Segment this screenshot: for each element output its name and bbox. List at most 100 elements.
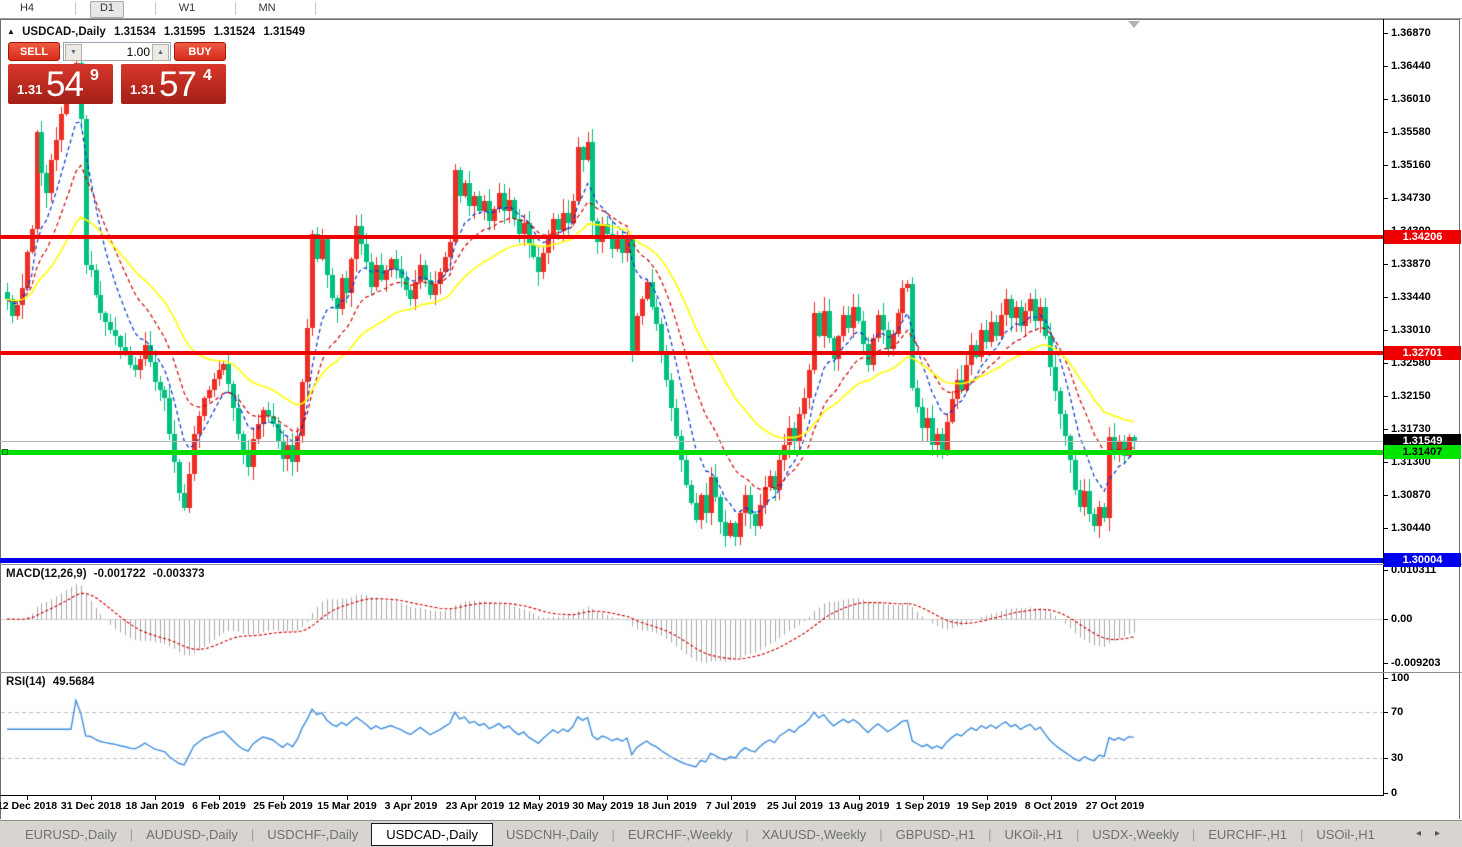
sell-button[interactable]: SELL	[8, 42, 60, 61]
symbol-ohlc-header: ▲ USDCAD-,Daily 1.31534 1.31595 1.31524 …	[7, 26, 310, 38]
tab-separator: |	[1299, 826, 1304, 842]
chart-tab-usdcnh-daily[interactable]: USDCNH-,Daily	[505, 826, 599, 842]
trendline-drag-handle[interactable]	[2, 449, 8, 455]
buy-price-pip: 4	[203, 67, 212, 84]
chart-tab-xauusd-weekly[interactable]: XAUUSD-,Weekly	[761, 826, 867, 842]
tab-scroll-left-icon[interactable]: ◂	[1415, 828, 1435, 839]
horizontal-level-line[interactable]	[0, 450, 1383, 455]
date-axis-tick	[347, 796, 348, 800]
price-level-badge: 1.31407	[1384, 445, 1461, 459]
sell-price-main: 54	[46, 65, 84, 104]
volume-input[interactable]: 1.00	[126, 45, 150, 59]
date-axis-label: 6 Feb 2019	[192, 800, 246, 812]
price-level-badge: 1.30004	[1384, 553, 1461, 567]
rsi-label: RSI(14) 49.5684	[6, 676, 98, 688]
chart-tab-eurusd-daily[interactable]: EURUSD-,Daily	[25, 826, 117, 842]
timeframe-button-w1[interactable]: W1	[178, 2, 196, 14]
date-axis-label: 27 Oct 2019	[1085, 800, 1145, 812]
rsi-name: RSI(14)	[6, 676, 46, 688]
ohlc-open: 1.31534	[114, 26, 156, 38]
macd-scale-label: 0.010311	[1391, 564, 1437, 576]
macd-indicator-canvas[interactable]	[1, 566, 1383, 671]
chart-tab-usdchf-daily[interactable]: USDCHF-,Daily	[267, 826, 359, 842]
chart-tabs: EURUSD-,Daily | AUDUSD-,Daily | USDCHF-,Dail…	[12, 821, 1388, 847]
chart-tab-audusd-daily[interactable]: AUDUSD-,Daily	[146, 826, 238, 842]
price-chart-canvas[interactable]	[1, 20, 1383, 563]
price-level-badge: 1.31549	[1384, 434, 1461, 448]
date-axis-label: 15 Mar 2019	[317, 800, 377, 812]
date-axis-tick	[603, 796, 604, 800]
rsi-scale-label: 0	[1391, 787, 1398, 799]
price-axis-tick	[1384, 462, 1388, 463]
price-axis-label: 1.33010	[1391, 324, 1431, 336]
date-axis-label: 25 Feb 2019	[253, 800, 313, 812]
horizontal-level-line[interactable]	[0, 351, 1383, 355]
timeframe-button-h4[interactable]: H4	[19, 2, 35, 14]
toolbar-separator	[235, 2, 236, 15]
date-axis-tick	[411, 796, 412, 800]
buy-price-display[interactable]: 1.31 57 4	[121, 64, 226, 104]
macd-label: MACD(12,26,9) -0.001722 -0.003373	[6, 568, 209, 580]
volume-increase-icon[interactable]: ▲	[152, 44, 169, 61]
chart-tab-usdx-weekly[interactable]: USDX-,Weekly	[1092, 826, 1179, 842]
rsi-indicator-canvas[interactable]	[1, 674, 1383, 794]
date-axis-line	[0, 795, 1384, 796]
buy-price-prefix: 1.31	[130, 82, 156, 97]
price-level-badge: 1.32701	[1384, 346, 1461, 360]
price-axis-tick	[1384, 66, 1388, 67]
chart-tab-ukoil-h1[interactable]: UKOil-,H1	[1004, 826, 1063, 842]
volume-spinner: ▼ 1.00 ▲	[63, 42, 171, 61]
buy-price-main: 57	[159, 65, 197, 104]
macd-scale-label: 0.00	[1391, 613, 1413, 625]
buy-button[interactable]: BUY	[174, 42, 226, 61]
ohlc-low: 1.31524	[213, 26, 256, 38]
date-axis-label: 13 Aug 2019	[828, 800, 890, 812]
tab-separator: |	[988, 826, 992, 842]
price-axis-label: 1.33870	[1391, 258, 1431, 270]
date-axis-tick	[27, 796, 28, 800]
date-axis-label: 3 Apr 2019	[384, 800, 438, 812]
rsi-scale-tick	[1384, 758, 1388, 759]
macd-panel-divider[interactable]	[0, 564, 1462, 565]
macd-scale-tick	[1384, 570, 1388, 571]
tab-scroll-arrows[interactable]: ◂▸	[1416, 828, 1454, 839]
price-axis-label: 1.33440	[1391, 291, 1431, 303]
chart-tab-bar: EURUSD-,Daily | AUDUSD-,Daily | USDCHF-,Dail…	[0, 820, 1462, 847]
date-axis-label: 8 Oct 2019	[1024, 800, 1078, 812]
chart-tab-usoil-h1[interactable]: USOil-,H1	[1316, 826, 1375, 842]
current-price-line	[0, 441, 1383, 442]
price-axis-tick	[1384, 528, 1388, 529]
expand-quote-icon[interactable]: ▲	[7, 27, 15, 36]
chart-tab-gbpusd-h1[interactable]: GBPUSD-,H1	[895, 826, 976, 842]
toolbar-separator	[315, 2, 316, 15]
date-axis-label: 31 Dec 2018	[60, 800, 122, 812]
date-axis-label: 19 Sep 2019	[956, 800, 1018, 812]
rsi-panel-divider[interactable]	[0, 672, 1462, 673]
timeframe-button-mn[interactable]: MN	[258, 2, 276, 14]
date-axis-label: 18 Jun 2019	[637, 800, 697, 812]
volume-decrease-icon[interactable]: ▼	[65, 44, 82, 61]
chart-shift-marker-icon[interactable]	[1128, 21, 1140, 28]
horizontal-level-line[interactable]	[0, 558, 1383, 563]
date-axis-tick	[859, 796, 860, 800]
sell-price-display[interactable]: 1.31 54 9	[8, 64, 113, 104]
date-axis-tick	[91, 796, 92, 800]
tab-scroll-right-icon[interactable]: ▸	[1434, 828, 1454, 839]
price-axis-label: 1.34730	[1391, 192, 1431, 204]
tab-separator: |	[1076, 826, 1080, 842]
date-axis-tick	[475, 796, 476, 800]
date-axis-tick	[795, 796, 796, 800]
chart-tab-eurchf-weekly[interactable]: EURCHF-,Weekly	[627, 826, 733, 842]
chart-tab-eurchf-h1[interactable]: EURCHF-,H1	[1208, 826, 1287, 842]
symbol-name: USDCAD-,Daily	[22, 26, 106, 38]
chart-tab-usdcad-daily[interactable]: USDCAD-,Daily	[371, 822, 493, 846]
price-axis-label: 1.35580	[1391, 126, 1431, 138]
toolbar-separator	[155, 2, 156, 15]
horizontal-level-line[interactable]	[0, 235, 1383, 239]
tab-separator: |	[611, 826, 615, 842]
tab-separator: |	[879, 826, 883, 842]
price-axis-tick	[1384, 33, 1388, 34]
rsi-scale-tick	[1384, 793, 1388, 794]
timeframe-button-d1[interactable]: D1	[89, 1, 125, 18]
rsi-scale-label: 30	[1391, 752, 1404, 764]
